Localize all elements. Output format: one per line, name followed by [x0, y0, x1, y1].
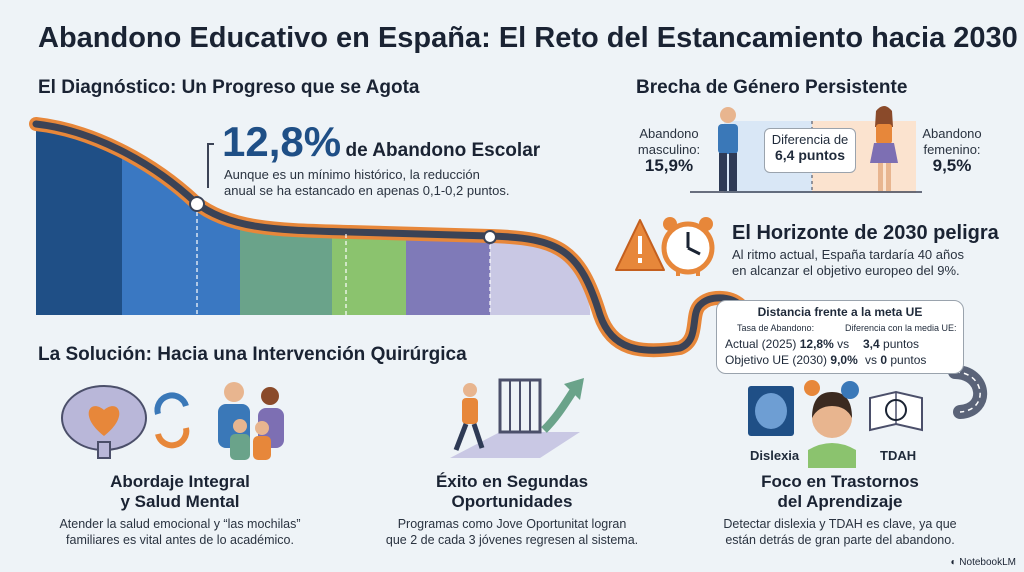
item3-title2: del Aprendizaje: [777, 492, 903, 511]
brand-name: NotebookLM: [959, 557, 1016, 568]
solucion-heading: La Solución: Hacia una Intervención Quir…: [38, 344, 467, 365]
meta-title: Distancia frente a la meta UE: [757, 305, 923, 319]
female-stat: Abandono femenino: 9,5%: [916, 126, 988, 174]
stat-value: 12,8%: [222, 118, 342, 165]
female-value: 9,5%: [932, 156, 972, 175]
item2-desc2: que 2 de cada 3 jóvenes regresen al sist…: [385, 533, 639, 547]
row1-label: Actual (2025): [725, 337, 797, 351]
item1-desc1: Atender la salud emocional y “las mochil…: [59, 517, 301, 531]
diff-value: 6,4 puntos: [774, 147, 845, 163]
solucion-item-1: Abordaje Integral y Salud Mental Atender…: [20, 472, 340, 548]
male-value: 15,9%: [644, 156, 694, 175]
meta-row-actual: Actual (2025) 12,8% vs: [725, 337, 849, 351]
stat-description: Aunque es un mínimo histórico, la reducc…: [224, 167, 510, 199]
horizonte-line2: en alcanzar el objetivo europeo del 9%.: [732, 263, 960, 278]
row1-unit: puntos: [883, 337, 920, 351]
brand-logo-icon: ◐: [950, 557, 957, 568]
page-title: Abandono Educativo en España: El Reto de…: [38, 22, 1018, 54]
label-tdah: TDAH: [880, 448, 917, 463]
row2-value: 9,0%: [830, 353, 858, 367]
brand-badge: ◐ NotebookLM: [950, 557, 1016, 568]
meta-row-objetivo: Objetivo UE (2030) 9,0%: [725, 353, 858, 367]
item3-title1: Foco en Trastornos: [761, 472, 919, 491]
decline-road-graphic: [29, 117, 987, 419]
row2-vs: vs: [865, 353, 877, 367]
difference-box: Diferencia de 6,4 puntos: [764, 128, 856, 173]
female-label-1: Abandono: [922, 126, 982, 141]
male-label-2: masculino:: [637, 142, 701, 157]
second-chance-gate-icon: [450, 378, 584, 458]
solucion-item-3: Foco en Trastornos del Aprendizaje Detec…: [680, 472, 1000, 548]
row1-value: 12,8%: [799, 337, 834, 351]
item2-desc1: Programas como Jove Oportunitat logran: [397, 517, 627, 531]
row1-vs: vs: [837, 337, 850, 351]
solucion-item-2: Éxito en Segundas Oportunidades Programa…: [352, 472, 672, 548]
row2-unit: puntos: [890, 353, 927, 367]
meta-row-actual-diff: 3,4 puntos: [863, 337, 919, 351]
male-stat: Abandono masculino: 15,9%: [632, 126, 706, 174]
horizonte-line1: Al ritmo actual, España tardaría 40 años: [732, 247, 964, 262]
meta-col1-header: Tasa de Abandono:: [737, 323, 815, 333]
item2-title1: Éxito en Segundas: [435, 472, 589, 491]
horizonte-text: Al ritmo actual, España tardaría 40 años…: [732, 247, 964, 279]
meta-row-objetivo-diff: vs 0 puntos: [865, 353, 926, 367]
stat-desc-line1: Aunque es un mínimo histórico, la reducc…: [224, 167, 480, 182]
item3-desc1: Detectar dislexia y TDAH es clave, ya qu…: [723, 517, 957, 531]
meta-col2-header: Diferencia con la media UE:: [845, 323, 957, 333]
female-label-2: femenino:: [923, 142, 981, 157]
horizonte-heading: El Horizonte de 2030 peligra: [732, 222, 999, 244]
stat-label: de Abandono Escolar: [345, 140, 541, 161]
abandono-stat: 12,8% de Abandono Escolar: [222, 118, 540, 166]
diff-label: Diferencia de: [771, 132, 849, 147]
item1-title2: y Salud Mental: [120, 492, 240, 511]
item1-title1: Abordaje Integral: [110, 472, 250, 491]
diagnostico-heading: El Diagnóstico: Un Progreso que se Agota: [38, 77, 420, 98]
brain-family-icon: [61, 382, 284, 460]
learning-disorders-icon: [748, 380, 923, 468]
warning-clock-icon: [615, 217, 715, 276]
row2-diff: 0: [880, 353, 888, 367]
female-figure-icon: [870, 106, 898, 191]
male-label-1: Abandono: [639, 126, 699, 141]
label-dislexia: Dislexia: [750, 448, 800, 463]
male-figure-icon: [718, 107, 738, 191]
item2-title2: Oportunidades: [451, 492, 573, 511]
item3-desc2: están detrás de gran parte del abandono.: [725, 533, 955, 547]
row2-label: Objetivo UE (2030): [725, 353, 828, 367]
row1-diff: 3,4: [863, 337, 880, 351]
meta-ue-box: Distancia frente a la meta UE Tasa de Ab…: [716, 300, 964, 374]
stat-desc-line2: anual se ha estancado en apenas 0,1-0,2 …: [224, 183, 510, 198]
item1-desc2: familiares es vital antes de lo académic…: [66, 533, 294, 547]
genero-heading: Brecha de Género Persistente: [636, 77, 908, 98]
